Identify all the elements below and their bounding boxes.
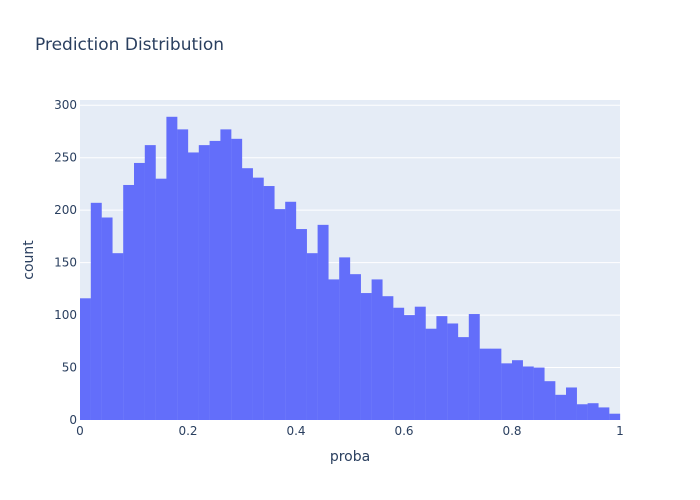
histogram-bar xyxy=(350,274,361,420)
histogram-bar xyxy=(555,394,567,420)
histogram-bar xyxy=(144,145,156,421)
y-tick-label: 0 xyxy=(69,413,77,427)
histogram-bar xyxy=(576,404,588,420)
histogram-bar xyxy=(90,202,102,420)
x-tick-label: 1 xyxy=(616,424,624,438)
histogram-bar xyxy=(263,186,275,420)
histogram-bars xyxy=(80,116,621,421)
x-tick-label: 0 xyxy=(76,424,84,438)
histogram-bar xyxy=(198,145,210,421)
histogram-bar xyxy=(328,279,340,420)
histogram-bar xyxy=(123,184,135,420)
histogram-bar xyxy=(306,253,318,420)
y-tick-label: 250 xyxy=(54,151,77,165)
histogram-bar xyxy=(177,129,189,420)
x-tick-label: 0.8 xyxy=(502,424,521,438)
histogram-bar xyxy=(209,140,221,420)
histogram-bar xyxy=(447,323,459,420)
histogram-bar xyxy=(468,314,480,420)
histogram-bar xyxy=(393,307,405,420)
histogram-bar xyxy=(339,257,351,420)
histogram-bar xyxy=(512,360,523,420)
histogram-bar xyxy=(544,381,556,420)
y-tick-label: 50 xyxy=(62,361,77,375)
histogram-bar xyxy=(231,138,243,420)
histogram-bar xyxy=(317,224,329,420)
histogram-bar xyxy=(371,279,383,420)
y-tick-label: 200 xyxy=(54,203,77,217)
x-tick-label: 0.2 xyxy=(178,424,197,438)
histogram-bar xyxy=(285,201,297,420)
histogram-bar xyxy=(80,298,91,420)
y-axis-ticks: 0 50 100 150 200 250 300 xyxy=(54,98,77,427)
histogram-bar xyxy=(587,403,599,420)
histogram-bar xyxy=(134,162,145,421)
y-tick-label: 150 xyxy=(54,256,77,270)
histogram-bar xyxy=(533,367,545,420)
histogram-bar xyxy=(296,229,307,420)
histogram-bar xyxy=(360,293,372,420)
histogram-bar xyxy=(101,217,113,420)
histogram-bar xyxy=(166,116,178,420)
y-tick-label: 300 xyxy=(54,98,77,112)
histogram-bar xyxy=(436,316,448,420)
histogram-bar xyxy=(490,348,502,420)
histogram-bar xyxy=(522,366,534,420)
histogram-bar xyxy=(112,253,124,420)
x-axis-title: proba xyxy=(330,449,370,465)
histogram-bar xyxy=(598,407,610,420)
histogram-bar xyxy=(242,168,253,420)
x-axis-ticks: 0 0.2 0.4 0.6 0.8 1 xyxy=(76,424,624,438)
histogram-bar xyxy=(404,315,415,420)
histogram-bar xyxy=(501,363,513,420)
chart-title: Prediction Distribution xyxy=(35,35,224,55)
histogram-bar xyxy=(566,387,577,420)
y-axis-title: count xyxy=(21,240,37,280)
histogram-bar xyxy=(425,328,437,420)
histogram-bar xyxy=(220,129,232,420)
histogram-bar xyxy=(188,152,199,420)
y-tick-label: 100 xyxy=(54,308,77,322)
histogram-bar xyxy=(252,177,264,420)
histogram-bar xyxy=(414,306,426,420)
histogram-bar xyxy=(609,413,621,420)
histogram-bar xyxy=(458,337,469,420)
histogram-bar xyxy=(155,178,167,420)
histogram-bar xyxy=(479,348,491,420)
histogram-bar xyxy=(382,296,394,420)
x-tick-label: 0.4 xyxy=(286,424,305,438)
histogram-bar xyxy=(274,209,286,420)
x-tick-label: 0.6 xyxy=(394,424,413,438)
